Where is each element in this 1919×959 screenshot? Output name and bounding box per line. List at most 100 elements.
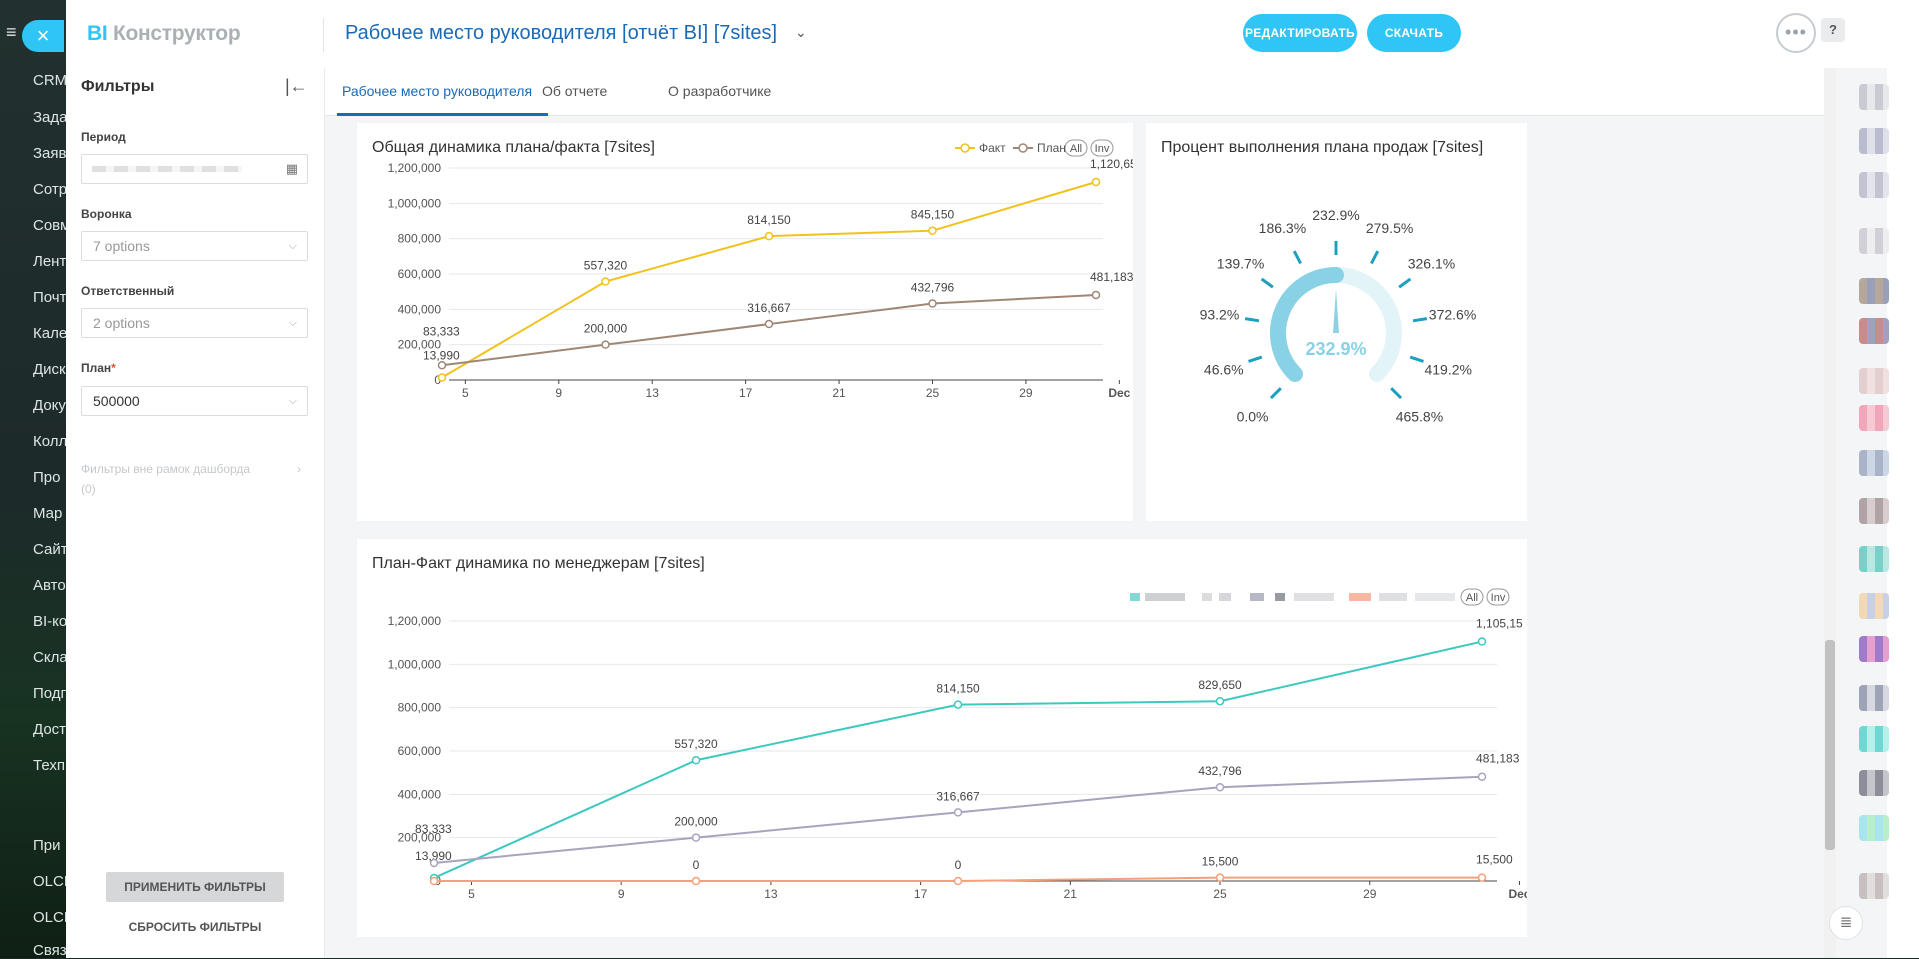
app-header: BI Конструктор Рабочее место руководител… xyxy=(66,0,1919,68)
gauge-tick xyxy=(1409,355,1424,363)
data-point xyxy=(1215,873,1225,882)
period-label: Период xyxy=(81,130,126,144)
rail-app-thumbnail[interactable] xyxy=(1859,498,1889,524)
gauge-value-arc xyxy=(1270,267,1344,383)
data-label: 1,105,15 xyxy=(1476,617,1523,631)
y-tick-label: 0 xyxy=(434,373,441,387)
tab-about-report[interactable]: Об отчете xyxy=(542,83,608,99)
scrollbar-thumb[interactable] xyxy=(1825,640,1835,850)
bg-nav-item: Мар xyxy=(33,505,63,522)
bg-nav-item: Связ xyxy=(33,942,67,959)
gauge-value-label: 232.9% xyxy=(1305,339,1366,359)
chart-title: Общая динамика плана/факта [7sites] xyxy=(372,139,655,156)
calendar-icon[interactable]: ▦ xyxy=(285,161,298,176)
legend-redacted-entry xyxy=(1145,593,1185,601)
data-point xyxy=(953,808,963,817)
funnel-select[interactable]: 7 options ⌵ xyxy=(81,231,308,261)
chevron-down-icon[interactable]: ⌄ xyxy=(795,24,807,40)
active-tab-indicator xyxy=(337,113,548,116)
y-tick-label: 1,200,000 xyxy=(388,161,442,175)
gauge-tick-label: 372.6% xyxy=(1429,307,1476,323)
rail-app-thumbnail[interactable] xyxy=(1859,405,1889,431)
bg-nav-item: Кале xyxy=(33,325,68,342)
rail-app-thumbnail[interactable] xyxy=(1859,726,1889,752)
more-actions-button[interactable]: ••• xyxy=(1776,13,1816,53)
data-point xyxy=(437,361,447,370)
data-point xyxy=(691,755,701,765)
period-field[interactable]: ▦ xyxy=(81,154,308,184)
x-tick-label: 25 xyxy=(1213,887,1227,901)
rail-app-thumbnail[interactable] xyxy=(1859,278,1889,304)
data-label: 13,990 xyxy=(423,349,460,363)
tab-about-developer[interactable]: О разработчике xyxy=(668,83,772,99)
legend-toggle-label: Inv xyxy=(1491,592,1506,604)
chart-card-gauge: Процент выполнения плана продаж [7sites]… xyxy=(1146,123,1527,521)
bg-nav-item: Колл xyxy=(33,433,68,450)
gauge-tick xyxy=(1412,317,1428,323)
rail-app-thumbnail[interactable] xyxy=(1859,873,1889,899)
rail-app-thumbnail[interactable] xyxy=(1859,636,1889,662)
data-label: 481,183 xyxy=(1090,270,1133,284)
plan-select[interactable]: 500000 ⌵ xyxy=(81,386,308,416)
x-tick-label: 9 xyxy=(555,386,562,400)
y-tick-label: 600,000 xyxy=(398,744,442,758)
bg-nav-item: При xyxy=(33,837,61,854)
x-tick-label: 21 xyxy=(832,386,846,400)
data-point xyxy=(1477,873,1487,882)
rail-app-thumbnail[interactable] xyxy=(1859,368,1889,394)
data-point xyxy=(691,833,701,842)
gauge-tick-label: 186.3% xyxy=(1259,220,1306,236)
rail-app-thumbnail[interactable] xyxy=(1859,770,1889,796)
dashboard-tabs: Рабочее место руководителя Об отчете О р… xyxy=(325,68,1824,116)
rail-app-thumbnail[interactable] xyxy=(1859,815,1889,841)
plan-fact-chart: 1,200,000 1,000,000 800,000 600,000 400,000 2… xyxy=(388,139,1133,400)
chart-card-plan-fact: Общая динамика плана/факта [7sites] 1,20… xyxy=(357,123,1133,521)
series-line-0 xyxy=(433,640,1483,879)
rail-app-thumbnail[interactable] xyxy=(1859,318,1889,344)
data-label: 829,650 xyxy=(1198,678,1242,692)
gauge-tick xyxy=(1292,250,1302,265)
list-icon[interactable]: ≣ xyxy=(1829,906,1863,940)
rail-app-thumbnail[interactable] xyxy=(1859,546,1889,572)
close-slider-button[interactable]: × xyxy=(22,20,64,52)
rail-app-thumbnail[interactable] xyxy=(1859,593,1889,619)
apply-filters-button[interactable]: ПРИМЕНИТЬ ФИЛЬТРЫ xyxy=(106,872,284,902)
gauge-tick-label: 279.5% xyxy=(1366,220,1413,236)
help-icon[interactable]: ? xyxy=(1821,18,1845,42)
rail-app-thumbnail[interactable] xyxy=(1859,228,1889,254)
rail-app-thumbnail[interactable] xyxy=(1859,172,1889,198)
tab-workplace[interactable]: Рабочее место руководителя xyxy=(342,83,533,99)
rail-app-thumbnail[interactable] xyxy=(1859,450,1889,476)
x-tick-label: Dec xyxy=(1108,386,1130,400)
rail-app-thumbnail[interactable] xyxy=(1859,128,1889,154)
period-value-redacted xyxy=(92,166,242,172)
legend-marker xyxy=(960,143,970,153)
data-label: 13,990 xyxy=(415,849,452,863)
bi-constructor-slider: BI Конструктор Рабочее место руководител… xyxy=(66,0,1919,958)
bg-nav-item: Доку xyxy=(33,397,66,414)
responsible-select[interactable]: 2 options ⌵ xyxy=(81,308,308,338)
x-tick-label: 17 xyxy=(739,386,753,400)
collapse-panel-icon[interactable]: |← xyxy=(285,76,308,96)
app-logo: BI Конструктор xyxy=(87,22,241,45)
data-point xyxy=(928,299,937,308)
data-point xyxy=(1215,696,1225,706)
data-label: 316,667 xyxy=(747,301,791,315)
bg-nav-item: Заяв xyxy=(33,145,67,162)
x-tick-label: 21 xyxy=(1064,887,1078,901)
data-label: 814,150 xyxy=(936,682,980,696)
outside-filters-link[interactable]: Фильтры вне рамок дашборда (0) › xyxy=(81,459,311,499)
data-point xyxy=(601,277,610,286)
edit-button[interactable]: РЕДАКТИРОВАТЬ xyxy=(1243,14,1357,52)
bg-nav-item: Дост xyxy=(33,721,67,738)
data-label: 83,333 xyxy=(415,822,452,836)
y-tick-label: 800,000 xyxy=(398,701,442,715)
rail-app-thumbnail[interactable] xyxy=(1859,84,1889,110)
rail-app-thumbnail[interactable] xyxy=(1859,685,1889,711)
reset-filters-button[interactable]: СБРОСИТЬ ФИЛЬТРЫ xyxy=(128,920,262,934)
menu-icon[interactable]: ≡ xyxy=(6,22,17,42)
x-tick-label: 13 xyxy=(764,887,778,901)
dashboard-title[interactable]: Рабочее место руководителя [отчёт BI] [7… xyxy=(345,22,778,44)
gauge-tick xyxy=(1390,387,1403,400)
download-button[interactable]: СКАЧАТЬ xyxy=(1367,14,1461,52)
